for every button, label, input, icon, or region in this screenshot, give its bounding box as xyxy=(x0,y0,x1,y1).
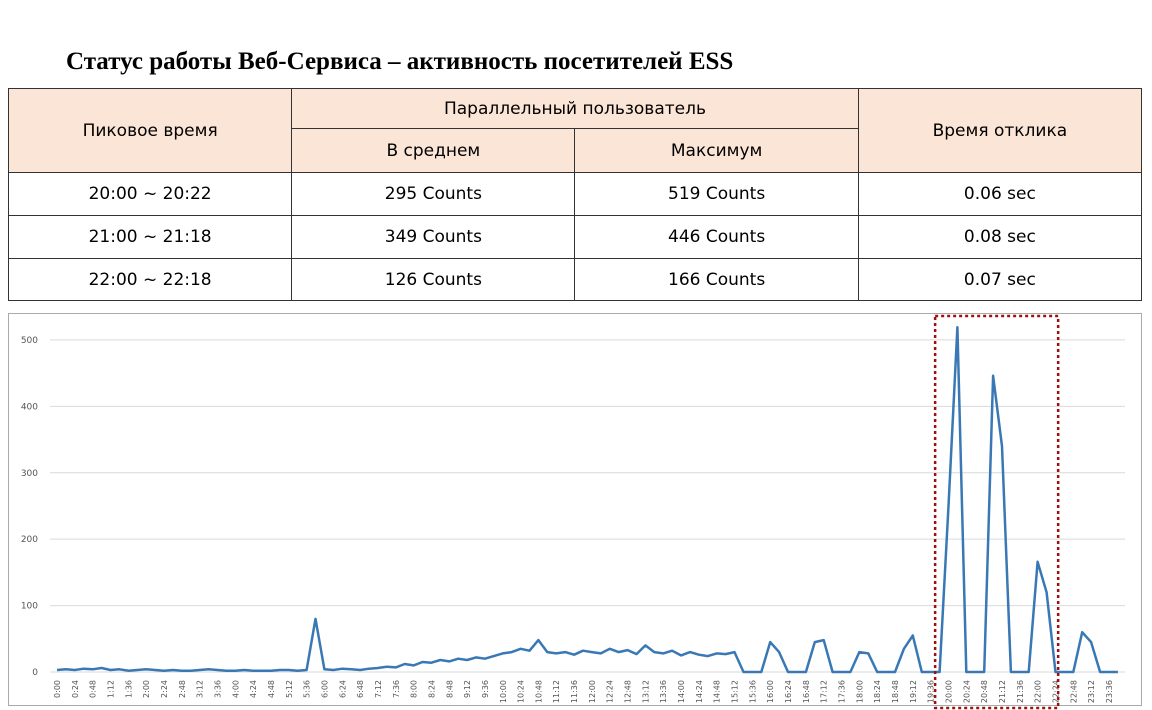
x-tick-label: 1:12 xyxy=(106,680,115,698)
x-tick-label: 20:00 xyxy=(945,680,954,703)
x-tick-label: 3:12 xyxy=(196,680,205,698)
x-tick-label: 2:00 xyxy=(142,680,151,698)
x-tick-label: 4:24 xyxy=(249,680,258,698)
title: Статус работы Веб-Сервиса – активность п… xyxy=(66,48,734,75)
x-tick-label: 6:24 xyxy=(338,680,347,698)
cell: 22:00 ~ 22:18 xyxy=(7,258,293,301)
x-tick-label: 21:12 xyxy=(998,680,1007,703)
y-tick-label: 200 xyxy=(21,535,38,545)
line xyxy=(56,326,1118,674)
x-tick-label: 17:12 xyxy=(820,680,829,703)
y-tick-label: 500 xyxy=(21,336,38,346)
x-tick-label: 16:48 xyxy=(802,680,811,703)
x-tick-label: 1:36 xyxy=(124,680,133,698)
x-tick-label: 7:36 xyxy=(392,680,401,698)
x-tick-label: 8:48 xyxy=(445,680,454,698)
x-tick-label: 19:12 xyxy=(909,680,918,703)
x-tick-label: 5:36 xyxy=(303,680,312,698)
x-tick-label: 12:00 xyxy=(588,680,597,703)
y-tick-label: 400 xyxy=(21,402,38,412)
x-tick-label: 4:48 xyxy=(267,680,276,698)
x-tick-label: 13:36 xyxy=(659,680,668,703)
x-tick-label: 8:24 xyxy=(427,680,436,698)
x-tick-label: 0:24 xyxy=(71,680,80,698)
x-tick-label: 15:12 xyxy=(731,680,740,703)
header-cell: Параллельный пользователь xyxy=(291,88,859,129)
x-tick-label: 4:00 xyxy=(231,680,240,698)
x-tick-label: 9:12 xyxy=(463,680,472,698)
x-tick-label: 11:36 xyxy=(570,680,579,703)
highlight-box xyxy=(933,314,1060,710)
x-tick-label: 15:36 xyxy=(748,680,757,703)
x-tick-label: 16:24 xyxy=(784,680,793,703)
x-tick-label: 10:48 xyxy=(534,680,543,703)
x-tick-label: 6:00 xyxy=(320,680,329,698)
x-tick-label: 0:48 xyxy=(89,680,98,698)
cell: 20:00 ~ 20:22 xyxy=(7,172,293,216)
x-tick-label: 22:48 xyxy=(1069,680,1078,703)
cell: 0.07 sec xyxy=(857,258,1143,301)
x-tick-label: 21:36 xyxy=(1016,680,1025,703)
x-tick-label: 2:48 xyxy=(178,680,187,698)
x-tick-label: 9:36 xyxy=(481,680,490,698)
cell: 0.08 sec xyxy=(857,215,1143,259)
y-tick-label: 100 xyxy=(21,602,38,612)
x-tick-label: 18:48 xyxy=(891,680,900,703)
x-tick-label: 10:24 xyxy=(517,680,526,703)
y-tick-label: 300 xyxy=(21,469,38,479)
header-cell: В среднем xyxy=(291,128,576,173)
cell: 295 Counts xyxy=(291,172,576,216)
stats-table: Пиковое время Параллельный пользователь … xyxy=(7,88,1143,301)
x-tick-label: 7:12 xyxy=(374,680,383,698)
x-tick-label: 23:36 xyxy=(1105,680,1114,703)
cell: 166 Counts xyxy=(574,258,859,301)
x-tick-label: 0:00 xyxy=(53,680,62,698)
x-tick-label: 23:12 xyxy=(1087,680,1096,703)
x-tick-label: 22:00 xyxy=(1034,680,1043,703)
cell: 126 Counts xyxy=(291,258,576,301)
cell: 0.06 sec xyxy=(857,172,1143,216)
x-tick-label: 11:12 xyxy=(552,680,561,703)
x-tick-label: 14:48 xyxy=(713,680,722,703)
x-tick-label: 5:12 xyxy=(285,680,294,698)
x-tick-label: 8:00 xyxy=(410,680,419,698)
cell: 349 Counts xyxy=(291,215,576,259)
x-tick-label: 20:48 xyxy=(980,680,989,703)
header-cell: Пиковое время xyxy=(7,88,293,173)
cell: 519 Counts xyxy=(574,172,859,216)
x-tick-label: 17:36 xyxy=(838,680,847,703)
x-tick-label: 10:00 xyxy=(499,680,508,703)
x-tick-label: 19:36 xyxy=(927,680,936,703)
x-tick-label: 22:24 xyxy=(1051,680,1060,703)
x-tick-label: 3:36 xyxy=(213,680,222,698)
x-tick-label: 18:00 xyxy=(855,680,864,703)
x-tick-label: 12:48 xyxy=(624,680,633,703)
x-tick-label: 18:24 xyxy=(873,680,882,703)
x-tick-label: 14:00 xyxy=(677,680,686,703)
x-tick-label: 12:24 xyxy=(606,680,615,703)
x-tick-label: 6:48 xyxy=(356,680,365,698)
chart-frame xyxy=(8,313,1142,706)
x-tick-label: 16:00 xyxy=(766,680,775,703)
x-tick-label: 2:24 xyxy=(160,680,169,698)
cell: 21:00 ~ 21:18 xyxy=(7,215,293,259)
header-cell: Время отклика xyxy=(857,88,1143,173)
x-tick-label: 14:24 xyxy=(695,680,704,703)
x-tick-label: 13:12 xyxy=(641,680,650,703)
header-cell: Максимум xyxy=(574,128,859,173)
y-tick-label: 0 xyxy=(32,668,38,678)
cell: 446 Counts xyxy=(574,215,859,259)
x-tick-label: 20:24 xyxy=(962,680,971,703)
